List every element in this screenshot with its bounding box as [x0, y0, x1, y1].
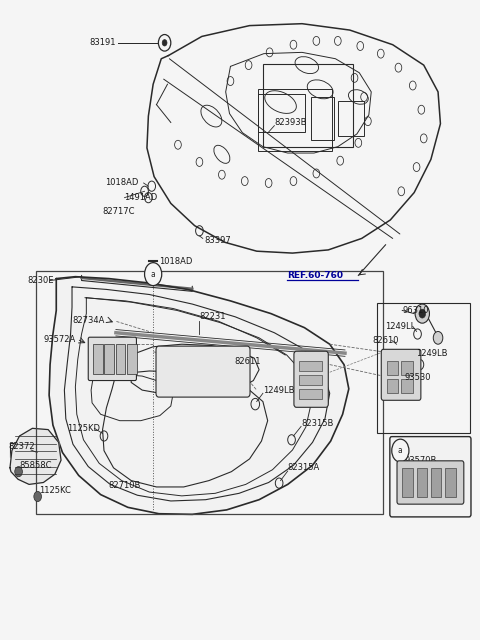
Bar	[299, 361, 322, 371]
Bar	[431, 468, 442, 497]
Bar	[116, 344, 125, 374]
Bar	[258, 94, 305, 132]
Text: 96310: 96310	[402, 306, 429, 315]
Text: 85858C: 85858C	[20, 461, 52, 470]
Text: 1018AD: 1018AD	[159, 257, 192, 266]
Text: REF.60-760: REF.60-760	[287, 271, 343, 280]
Text: 83397: 83397	[204, 236, 231, 245]
Bar	[387, 362, 398, 376]
Text: a: a	[151, 269, 156, 278]
Text: 82372: 82372	[9, 442, 35, 451]
Circle shape	[419, 309, 426, 318]
Bar	[387, 380, 398, 394]
Text: a: a	[398, 446, 403, 455]
Text: 93530: 93530	[405, 373, 431, 382]
Text: 82315B: 82315B	[301, 419, 334, 428]
FancyBboxPatch shape	[390, 436, 471, 517]
Circle shape	[396, 384, 406, 396]
Circle shape	[15, 467, 23, 477]
FancyBboxPatch shape	[156, 346, 250, 397]
Text: 8230E: 8230E	[28, 276, 54, 285]
Text: 82734A: 82734A	[72, 316, 104, 324]
Bar	[401, 362, 413, 376]
Text: 1249LL: 1249LL	[385, 322, 416, 331]
FancyBboxPatch shape	[381, 349, 421, 400]
Text: 1491AD: 1491AD	[124, 193, 158, 202]
FancyBboxPatch shape	[397, 461, 464, 504]
Bar	[311, 97, 334, 140]
Bar	[377, 303, 470, 433]
Bar	[299, 389, 322, 399]
Bar	[338, 101, 364, 136]
Bar	[127, 344, 137, 374]
Circle shape	[34, 492, 41, 502]
Bar	[401, 380, 413, 394]
Polygon shape	[49, 276, 349, 515]
Text: 82717C: 82717C	[103, 207, 135, 216]
Bar	[10, 443, 31, 457]
FancyBboxPatch shape	[294, 351, 328, 407]
Text: 1249LB: 1249LB	[263, 385, 294, 395]
Text: 1125KD: 1125KD	[67, 424, 100, 433]
Text: 93570B: 93570B	[405, 456, 437, 465]
Text: 1018AD: 1018AD	[106, 179, 139, 188]
Circle shape	[433, 332, 443, 344]
Bar	[402, 468, 413, 497]
Circle shape	[415, 304, 430, 323]
Text: 83191: 83191	[90, 38, 116, 47]
Circle shape	[392, 439, 409, 462]
Text: 82710B: 82710B	[109, 481, 141, 490]
FancyBboxPatch shape	[88, 337, 136, 381]
Text: 1249LB: 1249LB	[417, 349, 448, 358]
Text: 82393B: 82393B	[275, 118, 307, 127]
Text: 82231: 82231	[199, 312, 226, 321]
Circle shape	[162, 40, 167, 46]
Bar	[93, 344, 103, 374]
Bar	[36, 271, 383, 515]
Bar	[299, 375, 322, 385]
Bar	[417, 468, 427, 497]
Text: 93572A: 93572A	[43, 335, 76, 344]
Circle shape	[144, 262, 162, 285]
Circle shape	[158, 35, 171, 51]
Text: 1243AE: 1243AE	[396, 489, 429, 498]
Bar	[258, 89, 332, 151]
Text: 82315A: 82315A	[288, 463, 320, 472]
Bar	[445, 468, 456, 497]
Bar	[263, 64, 353, 147]
Text: 82611: 82611	[234, 357, 261, 366]
Bar	[105, 344, 114, 374]
Polygon shape	[10, 428, 61, 484]
Text: 82610: 82610	[372, 336, 399, 345]
Text: 1125KC: 1125KC	[38, 486, 71, 495]
